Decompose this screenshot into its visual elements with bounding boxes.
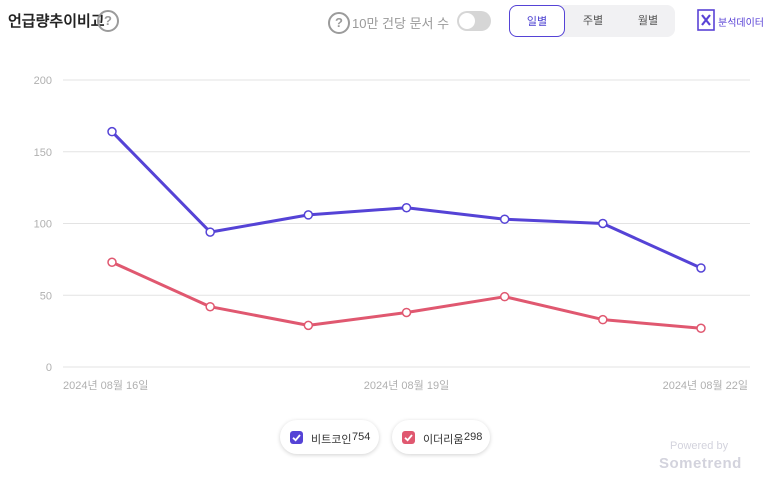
- powered-by-text: Powered by: [670, 440, 729, 452]
- normalize-toggle[interactable]: [457, 11, 491, 31]
- data-point[interactable]: [696, 263, 706, 273]
- data-point[interactable]: [499, 291, 510, 302]
- normalize-label: 10만 건당 문서 수: [352, 16, 450, 31]
- data-point[interactable]: [499, 214, 510, 224]
- legend-ethereum[interactable]: 이더리움 298: [392, 420, 490, 454]
- y-tick-label: 200: [34, 75, 52, 87]
- checkbox-checked-icon: [402, 431, 415, 444]
- x-tick-label: 2024년 08월 22일: [663, 378, 748, 392]
- data-point[interactable]: [401, 307, 412, 318]
- data-point[interactable]: [303, 320, 314, 331]
- y-tick-label: 150: [34, 147, 52, 159]
- y-tick-label: 100: [34, 219, 52, 231]
- normalize-help-icon[interactable]: ?: [328, 12, 350, 34]
- data-point[interactable]: [205, 301, 215, 312]
- x-tick-label: 2024년 08월 16일: [63, 378, 148, 392]
- y-tick-label: 0: [46, 362, 52, 374]
- data-point[interactable]: [107, 257, 117, 267]
- brand-logo: Sometrend: [659, 455, 742, 472]
- period-daily-tab[interactable]: 일별: [509, 5, 565, 37]
- excel-icon: [697, 9, 715, 31]
- checkbox-checked-icon: [290, 431, 303, 444]
- y-tick-label: 50: [40, 290, 52, 302]
- legend-bitcoin[interactable]: 비트코인 754: [280, 420, 379, 454]
- toggle-knob: [459, 13, 475, 29]
- period-weekly-tab[interactable]: 주별: [582, 15, 604, 27]
- data-point[interactable]: [598, 218, 608, 229]
- legend-name: 이더리움: [423, 434, 464, 446]
- data-point[interactable]: [401, 202, 412, 213]
- x-tick-label: 2024년 08월 19일: [364, 378, 449, 392]
- help-icon[interactable]: ?: [97, 10, 119, 32]
- data-point[interactable]: [598, 314, 608, 325]
- data-point[interactable]: [696, 323, 706, 334]
- legend-total: 754: [352, 431, 371, 443]
- period-selector: 일별 주별 월별: [509, 5, 675, 37]
- page-title: 언급량추이비교: [8, 13, 105, 30]
- legend-total: 298: [464, 431, 483, 443]
- data-point[interactable]: [107, 126, 117, 137]
- period-monthly-tab[interactable]: 월별: [637, 15, 659, 27]
- data-point[interactable]: [205, 227, 215, 237]
- data-point[interactable]: [303, 210, 314, 220]
- legend-name: 비트코인: [311, 434, 352, 446]
- export-label: 분석데이터: [718, 18, 764, 29]
